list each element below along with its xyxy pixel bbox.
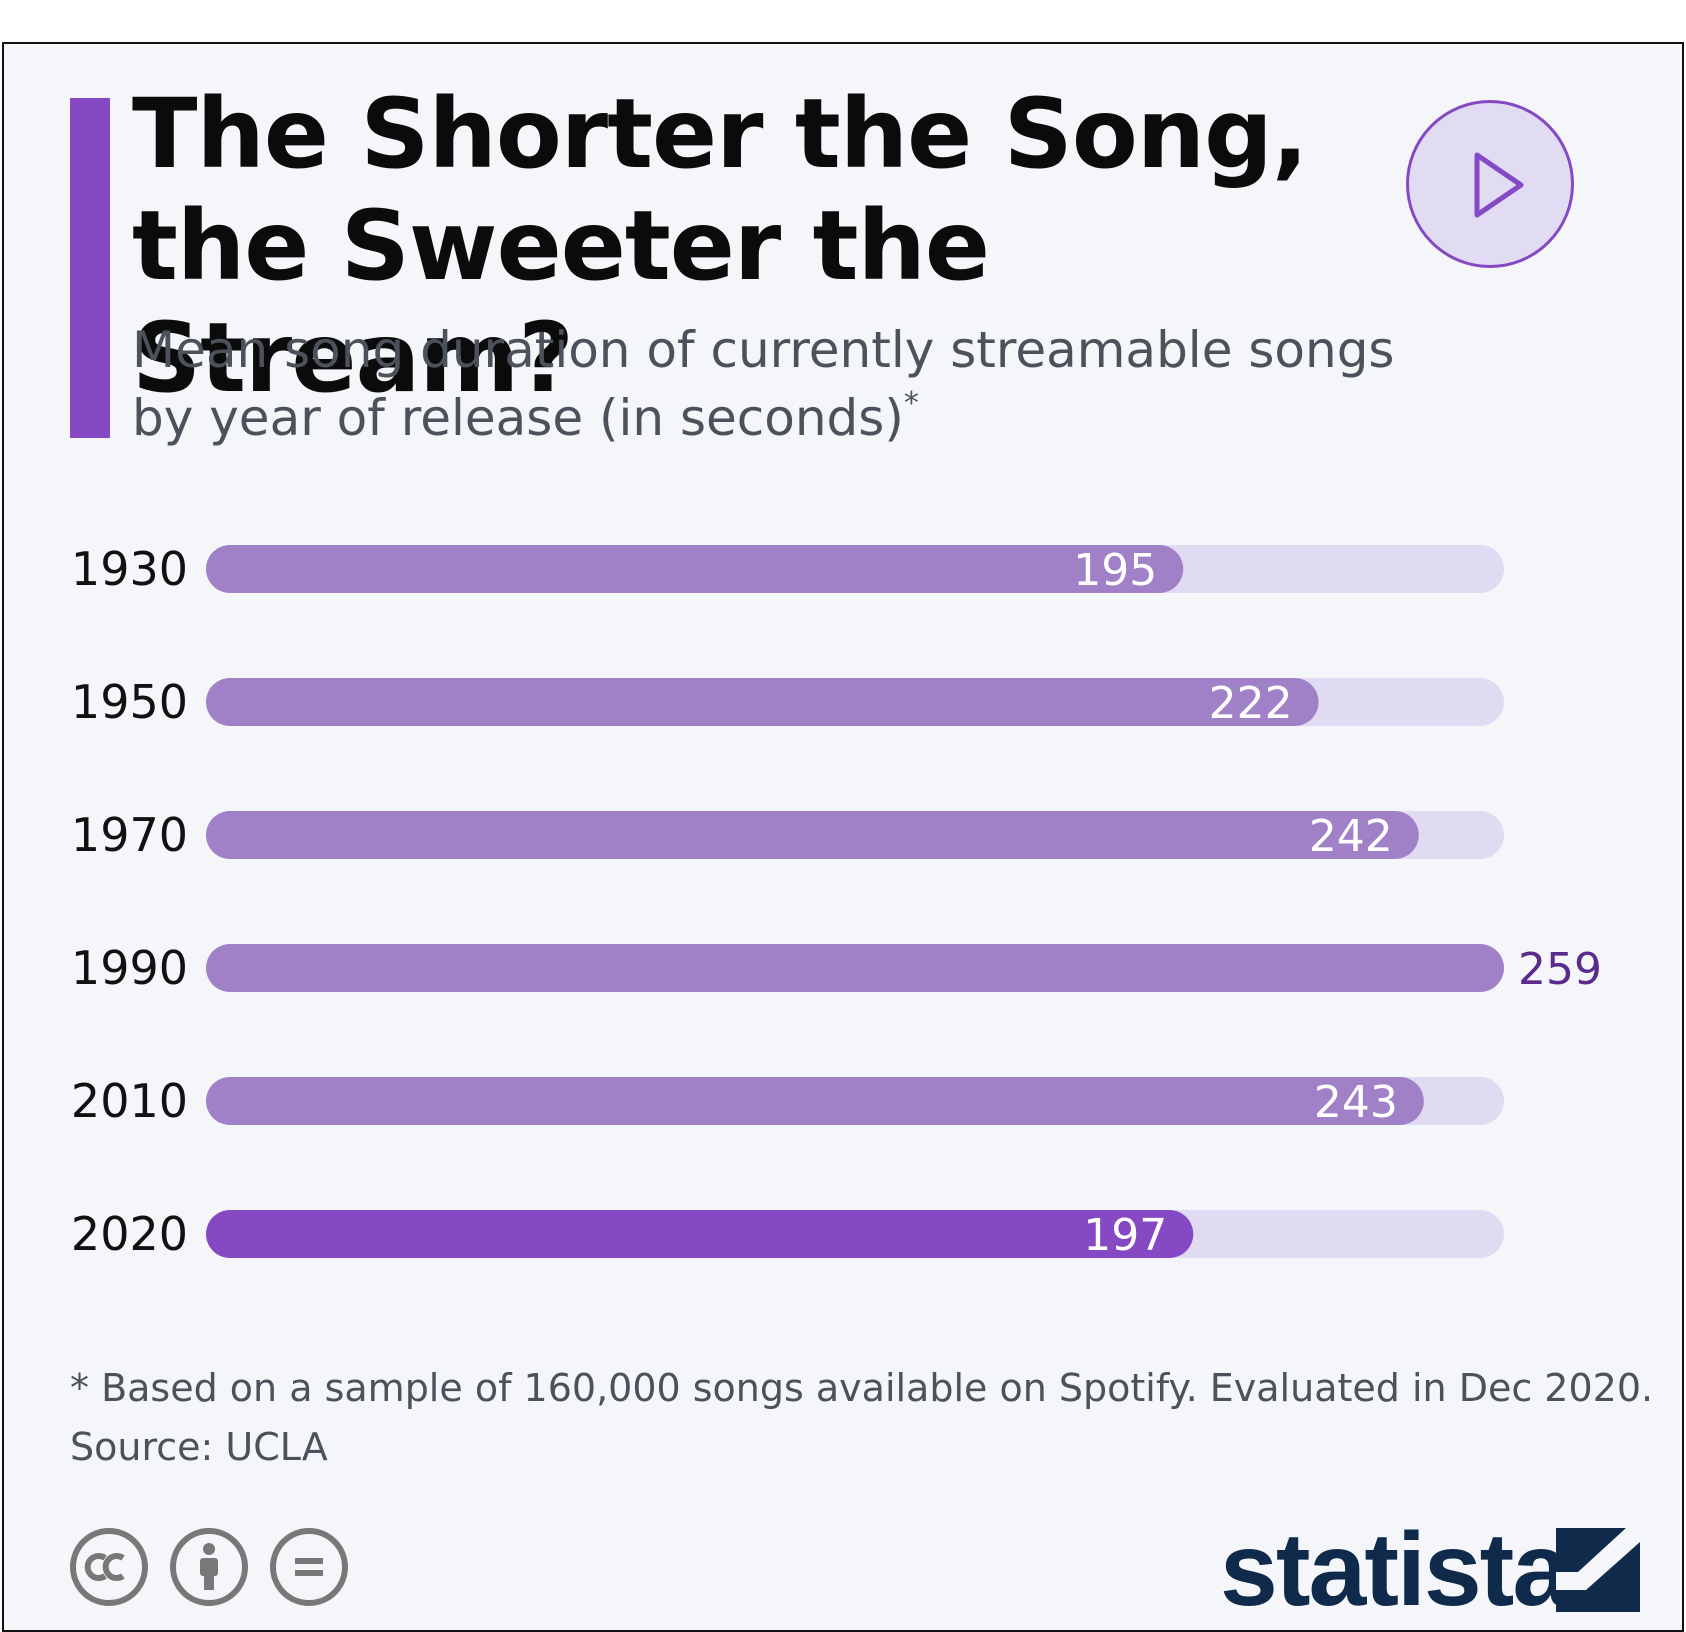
- bar-row: 1930 195: [71, 542, 1504, 596]
- value-label: 195: [1073, 545, 1157, 596]
- value-label: 242: [1309, 811, 1393, 862]
- category-label: 1930: [71, 542, 188, 596]
- value-label: 197: [1083, 1210, 1167, 1261]
- bar: [206, 1210, 1194, 1258]
- chart-subtitle: Mean song duration of currently streamab…: [132, 316, 1462, 452]
- category-label: 1950: [71, 675, 188, 729]
- play-icon: [1474, 152, 1524, 218]
- bar-row: 2020 197: [71, 1207, 1504, 1261]
- bar-chart: 1930 195 1950 222 1970 242 1990 259 2010 243 2020 1…: [71, 542, 1602, 1261]
- bar-row: 1970 242: [71, 808, 1504, 862]
- subtitle-text: Mean song duration of currently streamab…: [132, 321, 1395, 447]
- subtitle-footnote-marker: *: [903, 386, 919, 421]
- bar: [206, 545, 1184, 593]
- bar-row: 1950 222: [71, 675, 1504, 729]
- value-label: 259: [1518, 944, 1602, 995]
- bar: [206, 678, 1319, 726]
- title-accent-bar: [70, 98, 110, 438]
- bar: [206, 811, 1419, 859]
- category-label: 2020: [71, 1207, 188, 1261]
- brand-name: statista: [1220, 1512, 1570, 1628]
- bar: [206, 944, 1504, 992]
- by-icon[interactable]: [170, 1528, 248, 1606]
- footnote: * Based on a sample of 160,000 songs ava…: [70, 1366, 1654, 1410]
- cc-icon[interactable]: [70, 1528, 148, 1606]
- nd-icon[interactable]: [270, 1528, 348, 1606]
- statista-mark-icon: [1556, 1528, 1640, 1612]
- bar-row: 1990 259: [71, 941, 1602, 995]
- bar: [206, 1077, 1424, 1125]
- source-line: Source: UCLA: [70, 1425, 328, 1469]
- category-label: 1990: [71, 941, 188, 995]
- value-label: 222: [1209, 678, 1293, 729]
- bar-row: 2010 243: [71, 1074, 1504, 1128]
- value-label: 243: [1314, 1077, 1398, 1128]
- category-label: 2010: [71, 1074, 188, 1128]
- play-button[interactable]: [1406, 100, 1574, 268]
- chart-title: The Shorter the Song, the Sweeter the St…: [132, 78, 1308, 414]
- category-label: 1970: [71, 808, 188, 862]
